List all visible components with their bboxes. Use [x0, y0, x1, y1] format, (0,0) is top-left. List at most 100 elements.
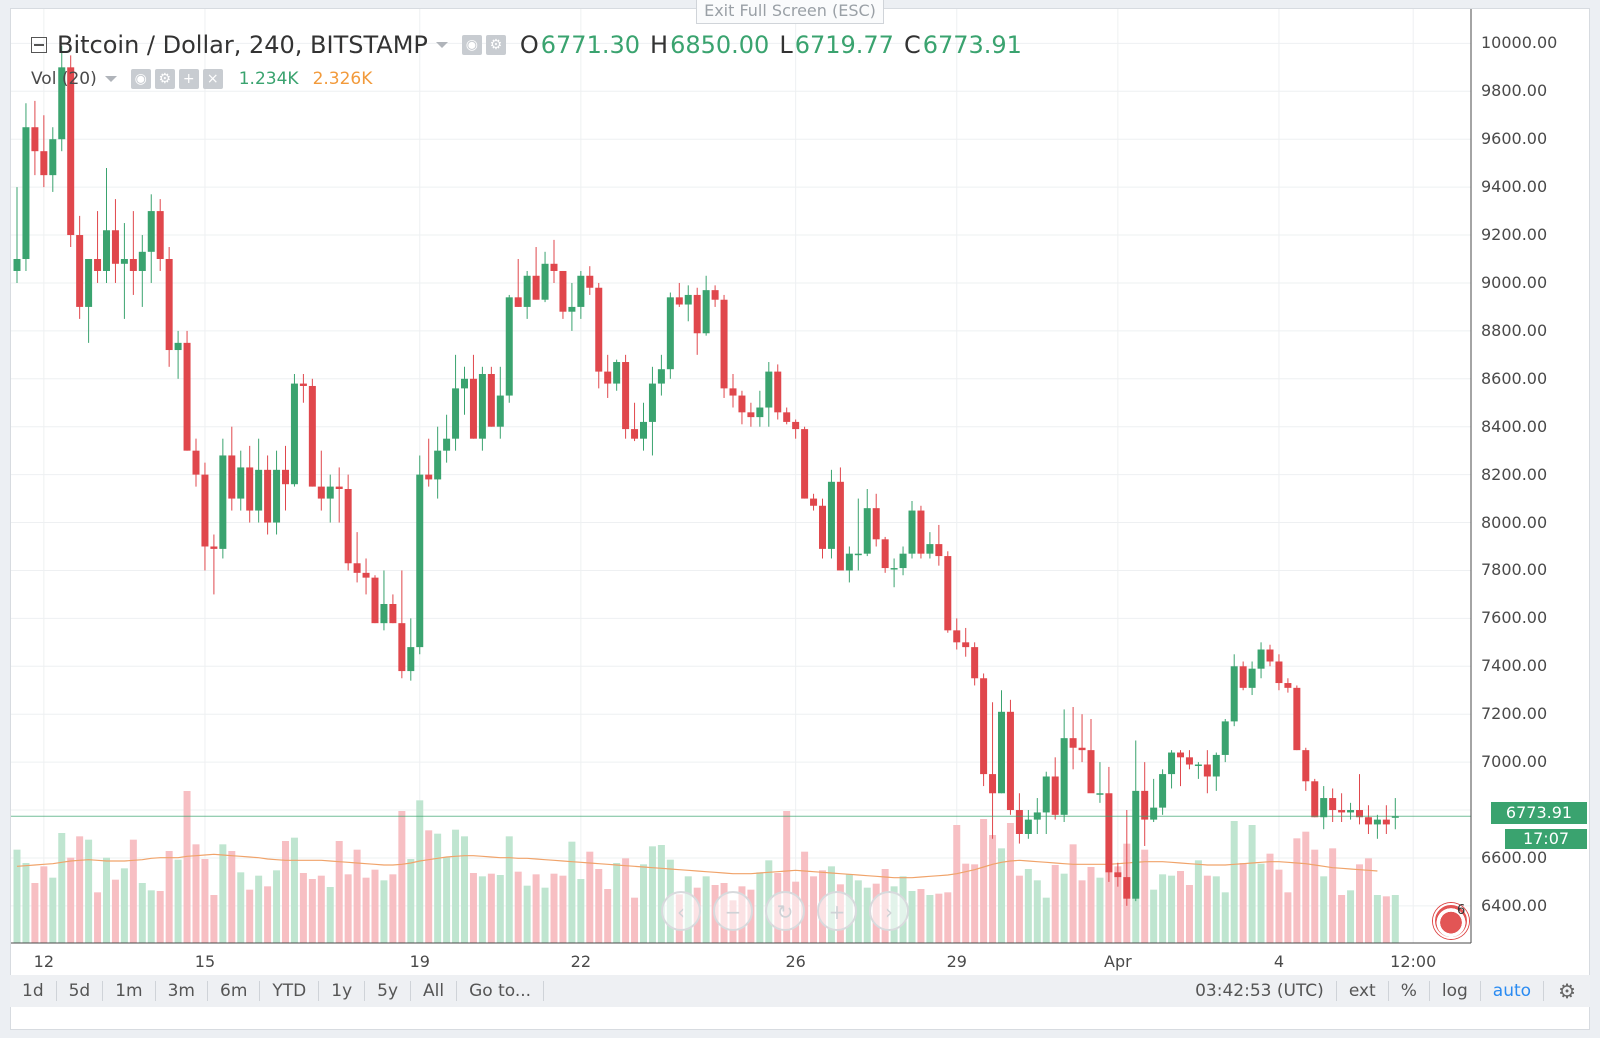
candle-body [559, 270, 567, 312]
candle-body [335, 486, 343, 489]
candle-body [192, 450, 200, 475]
chevron-right-icon[interactable]: › [869, 891, 909, 931]
candle-body [1141, 790, 1149, 820]
volume-ma [16, 853, 1378, 879]
candle-body [1364, 817, 1372, 825]
collapse-icon[interactable] [31, 37, 47, 53]
candle-body [1087, 750, 1095, 794]
candle-body [58, 67, 66, 140]
ohlc-high-label: H [650, 31, 669, 59]
ohlc-open-value: 6771.30 [540, 31, 641, 59]
candle-body [845, 553, 853, 571]
candle-body [980, 678, 988, 775]
gear-icon[interactable]: ⚙ [485, 35, 506, 55]
range-all[interactable]: All [411, 981, 458, 1001]
candle-body [1347, 810, 1355, 813]
range-ytd[interactable]: YTD [260, 981, 320, 1001]
volume-bar [998, 848, 1005, 943]
price-chart[interactable]: 12 15 19 22 26 29 Apr 4 12:00 [11, 9, 1589, 975]
eye-icon[interactable]: ◉ [461, 35, 482, 55]
eye-icon[interactable]: ◉ [130, 69, 151, 89]
range-3m[interactable]: 3m [156, 981, 208, 1001]
candle-body [67, 67, 75, 236]
chevron-left-icon[interactable]: ‹ [661, 891, 701, 931]
log-toggle[interactable]: log [1430, 981, 1481, 1001]
volume-bar [604, 889, 612, 943]
volume-bar [1087, 867, 1095, 943]
time-tick-label: 12:00 [1390, 952, 1436, 971]
volume-bar [1364, 858, 1372, 943]
candle-body [138, 251, 146, 271]
candle-body [111, 230, 119, 264]
candle-body [971, 647, 979, 679]
reset-icon[interactable]: ↻ [765, 891, 805, 931]
candle-body [308, 385, 316, 487]
utc-clock[interactable]: 03:42:53 (UTC) [1183, 981, 1337, 1001]
volume-label[interactable]: Vol (20) [31, 69, 97, 89]
volume-bar [854, 880, 862, 943]
exit-fullscreen-button[interactable]: Exit Full Screen (ESC) [696, 0, 884, 24]
auto-toggle[interactable]: auto [1481, 981, 1545, 1001]
range-1m[interactable]: 1m [103, 981, 156, 1001]
candle-body [49, 139, 57, 176]
volume-bar [1096, 877, 1104, 943]
range-1d[interactable]: 1d [10, 981, 57, 1001]
volume-bar [434, 833, 442, 943]
volume-bar [353, 849, 361, 943]
minus-icon[interactable]: − [713, 891, 753, 931]
volume-bar [192, 844, 200, 943]
gear-icon[interactable]: ⚙ [1558, 979, 1576, 1003]
close-icon[interactable]: × [202, 69, 223, 89]
volume-bar [103, 857, 110, 943]
volume-bar [631, 897, 639, 943]
chevron-down-icon[interactable] [435, 42, 448, 48]
volume-bar [219, 844, 227, 943]
candle-body [389, 603, 397, 624]
range-5y[interactable]: 5y [365, 981, 412, 1001]
candle-body [496, 395, 504, 427]
volume-bar [640, 864, 647, 943]
candle-body [666, 297, 674, 370]
chevron-down-icon[interactable] [104, 76, 117, 82]
ohlc-high-value: 6850.00 [670, 31, 770, 59]
candle-body [1257, 649, 1265, 669]
candle-body [550, 263, 558, 271]
candle-body [917, 510, 925, 554]
volume-bar [514, 871, 522, 943]
candle-body [1159, 774, 1167, 808]
plus-icon[interactable]: + [817, 891, 857, 931]
candle-body [13, 258, 21, 271]
volume-bar [1275, 869, 1283, 943]
volume-bar [702, 876, 710, 943]
volume-bar [926, 895, 934, 943]
candle-body [1391, 816, 1399, 818]
volume-bar [944, 892, 952, 943]
volume-bar [657, 845, 665, 943]
volume-bar [452, 829, 460, 943]
gear-icon[interactable]: ⚙ [154, 69, 175, 89]
volume-bar [1311, 849, 1319, 943]
events-flag-icon[interactable] [1433, 903, 1469, 939]
volume-bar [1042, 897, 1050, 943]
ext-toggle[interactable]: ext [1337, 981, 1389, 1001]
volume-bar [980, 819, 988, 943]
candle-body [165, 258, 173, 351]
volume-bar [58, 833, 66, 943]
volume-bar [85, 839, 93, 943]
candle-body [747, 412, 755, 418]
symbol-title[interactable]: Bitcoin / Dollar, 240, BITSTAMP [57, 31, 428, 59]
percent-toggle[interactable]: % [1389, 981, 1430, 1001]
price-tick-label: 9400.00 [1481, 177, 1548, 197]
candle-body [1114, 872, 1122, 878]
range-5d[interactable]: 5d [57, 981, 104, 1001]
goto-button[interactable]: Go to... [457, 981, 545, 1001]
volume-bar [138, 883, 146, 943]
volume-bar [13, 849, 21, 943]
volume-bar [953, 825, 961, 943]
range-6m[interactable]: 6m [208, 981, 261, 1001]
range-1y[interactable]: 1y [319, 981, 366, 1001]
candle-body [953, 630, 961, 643]
candle-body [201, 474, 209, 547]
plus-icon[interactable]: + [178, 69, 199, 89]
volume-bar [496, 875, 504, 943]
